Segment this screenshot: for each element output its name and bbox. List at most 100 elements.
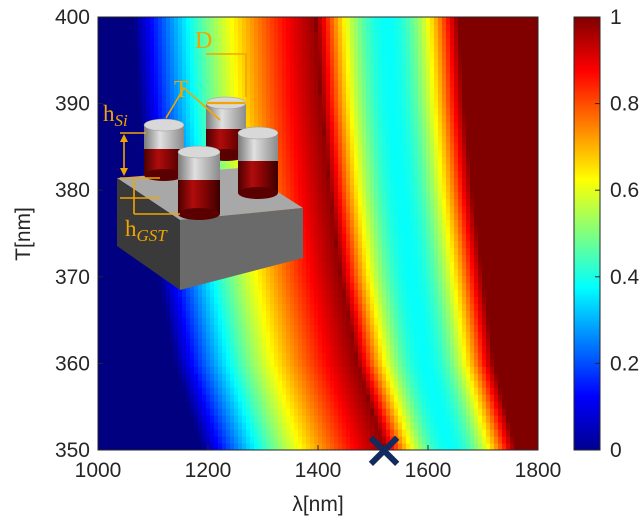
- heatmap-cell: [302, 170, 307, 179]
- heatmap-cell: [454, 331, 459, 339]
- heatmap-cell: [366, 380, 371, 388]
- heatmap-cell: [214, 373, 219, 381]
- heatmap-cell: [266, 436, 271, 444]
- heatmap-cell: [306, 156, 311, 165]
- heatmap-cell: [198, 296, 203, 304]
- heatmap-cell: [358, 401, 363, 409]
- heatmap-cell: [506, 135, 511, 144]
- heatmap-cell: [382, 324, 387, 332]
- heatmap-cell: [186, 310, 191, 318]
- heatmap-cell: [258, 436, 263, 444]
- heatmap-cell: [242, 359, 247, 367]
- heatmap-cell: [478, 219, 483, 228]
- heatmap-cell: [126, 170, 131, 179]
- heatmap-cell: [242, 331, 247, 339]
- heatmap-cell: [466, 331, 471, 339]
- heatmap-cell: [114, 149, 119, 158]
- heatmap-cell: [398, 289, 403, 297]
- heatmap-cell: [514, 415, 519, 423]
- heatmap-cell: [214, 366, 219, 374]
- heatmap-cell: [378, 331, 383, 339]
- heatmap-cell: [250, 436, 255, 444]
- heatmap-cell: [430, 163, 435, 172]
- heatmap-cell: [202, 303, 207, 311]
- heatmap-cell: [326, 380, 331, 388]
- heatmap-cell: [366, 177, 371, 186]
- heatmap-cell: [326, 289, 331, 297]
- heatmap-cell: [234, 387, 239, 395]
- heatmap-cell: [410, 415, 415, 423]
- heatmap-cell: [446, 345, 451, 353]
- heatmap-cell: [114, 198, 119, 207]
- heatmap-cell: [350, 296, 355, 304]
- heatmap-cell: [410, 219, 415, 228]
- heatmap-cell: [198, 443, 203, 450]
- heatmap-cell: [358, 359, 363, 367]
- heatmap-cell: [278, 142, 283, 151]
- heatmap-cell: [470, 366, 475, 374]
- heatmap-cell: [350, 184, 355, 193]
- heatmap-cell: [102, 401, 107, 409]
- heatmap-cell: [462, 331, 467, 339]
- heatmap-cell: [482, 191, 487, 200]
- heatmap-cell: [430, 443, 435, 450]
- heatmap-cell: [150, 366, 155, 374]
- heatmap-cell: [318, 324, 323, 332]
- heatmap-cell: [442, 310, 447, 318]
- heatmap-cell: [498, 177, 503, 186]
- heatmap-cell: [458, 261, 463, 270]
- heatmap-cell: [166, 373, 171, 381]
- heatmap-cell: [178, 352, 183, 360]
- heatmap-cell: [346, 436, 351, 444]
- heatmap-cell: [374, 275, 379, 283]
- heatmap-cell: [306, 170, 311, 179]
- heatmap-cell: [474, 443, 479, 450]
- heatmap-cell: [470, 380, 475, 388]
- heatmap-cell: [486, 331, 491, 339]
- heatmap-cell: [390, 359, 395, 367]
- heatmap-cell: [346, 317, 351, 325]
- heatmap-cell: [258, 422, 263, 430]
- heatmap-cell: [478, 212, 483, 221]
- heatmap-cell: [422, 401, 427, 409]
- heatmap-cell: [430, 436, 435, 444]
- heatmap-cell: [490, 149, 495, 158]
- heatmap-cell: [378, 240, 383, 249]
- heatmap-cell: [106, 170, 111, 179]
- heatmap-cell: [338, 282, 343, 290]
- heatmap-cell: [518, 338, 523, 346]
- heatmap-cell: [282, 128, 287, 137]
- heatmap-cell: [134, 443, 139, 450]
- heatmap-cell: [526, 443, 531, 450]
- heatmap-cell: [442, 415, 447, 423]
- heatmap-cell: [518, 170, 523, 179]
- heatmap-cell: [174, 387, 179, 395]
- heatmap-cell: [266, 359, 271, 367]
- heatmap-cell: [410, 401, 415, 409]
- heatmap-cell: [490, 394, 495, 402]
- heatmap-cell: [238, 359, 243, 367]
- heatmap-cell: [302, 422, 307, 430]
- heatmap-cell: [210, 422, 215, 430]
- heatmap-cell: [174, 296, 179, 304]
- heatmap-cell: [418, 338, 423, 346]
- heatmap-cell: [98, 352, 103, 360]
- heatmap-cell: [318, 366, 323, 374]
- heatmap-cell: [238, 324, 243, 332]
- heatmap-cell: [358, 198, 363, 207]
- heatmap-cell: [442, 324, 447, 332]
- heatmap-cell: [406, 226, 411, 235]
- heatmap-cell: [250, 331, 255, 339]
- heatmap-cell: [126, 429, 131, 437]
- heatmap-cell: [274, 408, 279, 416]
- heatmap-cell: [274, 303, 279, 311]
- heatmap-cell: [178, 415, 183, 423]
- heatmap-cell: [114, 422, 119, 430]
- heatmap-cell: [418, 394, 423, 402]
- heatmap-cell: [174, 303, 179, 311]
- heatmap-cell: [470, 184, 475, 193]
- heatmap-cell: [490, 345, 495, 353]
- heatmap-cell: [110, 408, 115, 416]
- heatmap-cell: [294, 268, 299, 276]
- heatmap-cell: [278, 401, 283, 409]
